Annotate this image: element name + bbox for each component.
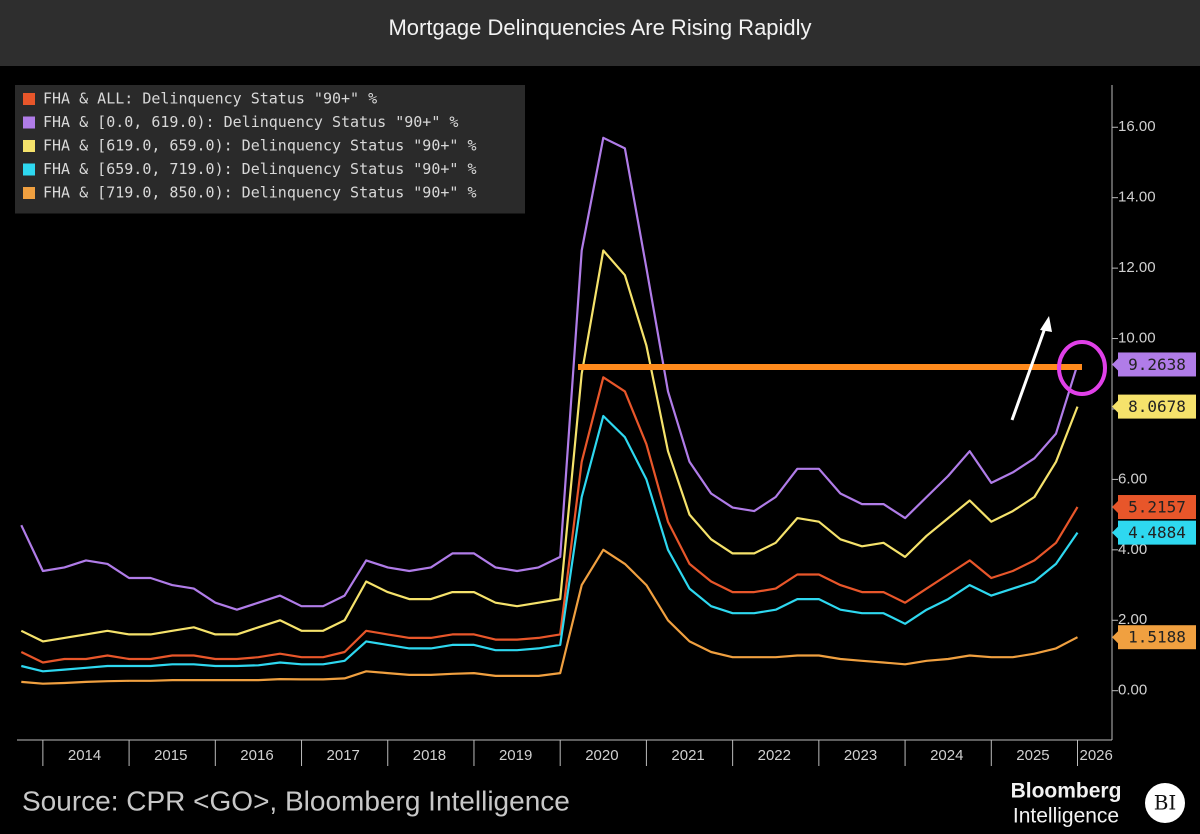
x-tick-label: 2017: [327, 747, 360, 764]
legend-swatch: [23, 187, 35, 199]
last-value-box: [1118, 352, 1196, 377]
last-value-box: [1118, 625, 1196, 650]
legend-text: FHA & ALL: Delinquency Status "90+" %: [43, 90, 377, 108]
legend-swatch: [23, 140, 35, 152]
series-line: [20, 136, 1079, 611]
legend-box: [15, 85, 525, 214]
last-value-label: 9.2638: [1128, 355, 1186, 374]
y-tick-label: 16.00: [1118, 118, 1156, 135]
plot-area: 0.002.004.006.008.0010.0012.0014.0016.00…: [15, 85, 1196, 766]
brand-badge: [1145, 783, 1185, 823]
x-tick-label: 2021: [671, 747, 704, 764]
x-tick-label: 2024: [930, 747, 963, 764]
x-tick-label: 2016: [240, 747, 273, 764]
legend-swatch: [23, 93, 35, 105]
legend-text: FHA & [619.0, 659.0): Delinquency Status…: [43, 137, 476, 155]
title-bar: [0, 0, 1200, 66]
last-value-label: 5.2157: [1128, 498, 1186, 517]
trend-arrow: [1010, 324, 1048, 421]
last-value-label: 4.4884: [1128, 523, 1186, 542]
x-tick-label: 2015: [154, 747, 187, 764]
trend-arrow-head: [1040, 316, 1052, 332]
series-line: [20, 376, 1079, 664]
brand-name: Bloomberg: [1011, 780, 1122, 803]
y-tick-label: 14.00: [1118, 189, 1156, 206]
source-note: Source: CPR <GO>, Bloomberg Intelligence: [22, 785, 570, 816]
y-tick-label: 10.00: [1118, 330, 1156, 347]
x-tick-label: 2020: [585, 747, 618, 764]
chart-title: Mortgage Delinquencies Are Rising Rapidl…: [388, 15, 811, 40]
x-tick-label: 2022: [758, 747, 791, 764]
x-tick-label: 2025: [1016, 747, 1049, 764]
last-value-pointer: [1112, 525, 1119, 540]
y-tick-label: 6.00: [1118, 470, 1147, 487]
last-value-label: 8.0678: [1128, 397, 1186, 416]
y-tick-label: 0.00: [1118, 682, 1147, 699]
y-tick-label: 2.00: [1118, 611, 1147, 628]
last-value-pointer: [1112, 500, 1119, 515]
last-value-pointer: [1112, 399, 1119, 414]
series-line: [21, 414, 1079, 673]
y-tick-label: 12.00: [1118, 259, 1156, 276]
brand-unit: Intelligence: [1013, 805, 1119, 828]
y-tick-label: 4.00: [1118, 541, 1147, 558]
legend-text: FHA & [0.0, 619.0): Delinquency Status "…: [43, 113, 458, 131]
legend-text: FHA & [659.0, 719.0): Delinquency Status…: [43, 160, 476, 178]
last-value-box: [1118, 495, 1196, 520]
x-tick-label: 2023: [844, 747, 877, 764]
highlight-circle: [1057, 340, 1107, 396]
series-line: [20, 249, 1079, 643]
last-value-label: 1.5188: [1128, 628, 1186, 647]
legend-swatch: [23, 163, 35, 176]
last-value-box: [1118, 394, 1196, 419]
legend-swatch: [23, 116, 35, 129]
x-tick-label: 2014: [68, 747, 101, 764]
brand-badge-text: BI: [1154, 791, 1177, 815]
last-value-pointer: [1112, 630, 1119, 645]
last-value-box: [1118, 520, 1196, 545]
last-value-pointer: [1112, 357, 1119, 372]
x-tick-label: 2019: [499, 747, 532, 764]
legend-text: FHA & [719.0, 850.0): Delinquency Status…: [43, 184, 476, 202]
series-line: [21, 548, 1079, 685]
legend: FHA & ALL: Delinquency Status "90+" % FHA…: [15, 85, 525, 214]
x-tick-label: 2026: [1080, 747, 1113, 764]
x-tick-label: 2018: [413, 747, 446, 764]
